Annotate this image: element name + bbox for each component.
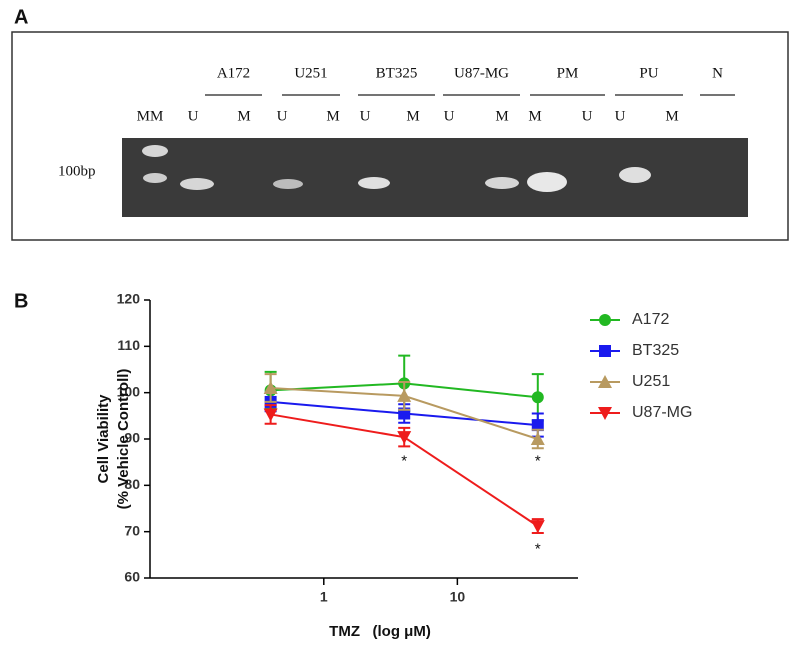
lane-label: U [360,108,371,124]
size-marker: 100bp [58,163,96,179]
x-tick-label: 10 [450,589,466,605]
y-tick-label: 70 [124,522,140,538]
lane-label: M [237,108,250,124]
data-point [263,408,278,422]
group-label: U251 [294,65,327,81]
y-tick-label: 90 [124,430,140,446]
y-tick-label: 110 [117,337,140,353]
data-point [531,419,544,432]
data-point [530,520,545,534]
data-point [397,431,412,445]
lane-label: U [615,108,626,124]
panel-label: B [14,290,28,312]
legend-marker [599,345,611,357]
y-tick-label: 100 [117,383,141,399]
lane-label: MM [137,108,164,124]
lane-label: U [444,108,455,124]
legend-label: U87-MG [632,404,692,421]
gel [122,138,748,217]
group-label: A172 [217,65,250,81]
legend-label: BT325 [632,342,679,359]
annotation: * [535,541,541,558]
legend-marker [598,407,612,420]
y-axis-title: Cell Viability [95,394,112,484]
y-tick-label: 80 [124,476,140,492]
lane-label: U [582,108,593,124]
group-label: PM [557,65,579,81]
lane-label: M [528,108,541,124]
lane-label: M [326,108,339,124]
annotation: * [535,453,541,470]
group-label: U87-MG [454,65,509,81]
group-label: N [712,65,723,81]
legend-label: A172 [632,311,669,328]
lane-label: M [495,108,508,124]
panel-label: A [14,6,28,28]
legend-marker [598,375,612,388]
legend-label: U251 [632,373,670,390]
group-label: BT325 [376,65,418,81]
group-label: PU [639,65,658,81]
lane-label: U [277,108,288,124]
data-point [397,388,412,402]
data-point [530,432,545,445]
x-tick-label: 1 [320,589,328,605]
y-tick-label: 120 [117,291,141,307]
y-tick-label: 60 [124,569,140,585]
lane-label: M [665,108,678,124]
lane-label: M [406,108,419,124]
annotation: * [401,453,407,470]
data-point [263,381,278,395]
panel-frame [11,31,789,241]
x-axis-title: TMZ (log μM) [329,623,431,640]
legend-marker [599,314,611,326]
y-axis-title: (% Vehicle Controll) [115,369,132,510]
data-point [531,391,544,404]
bands [142,145,651,192]
lane-label: U [188,108,199,124]
